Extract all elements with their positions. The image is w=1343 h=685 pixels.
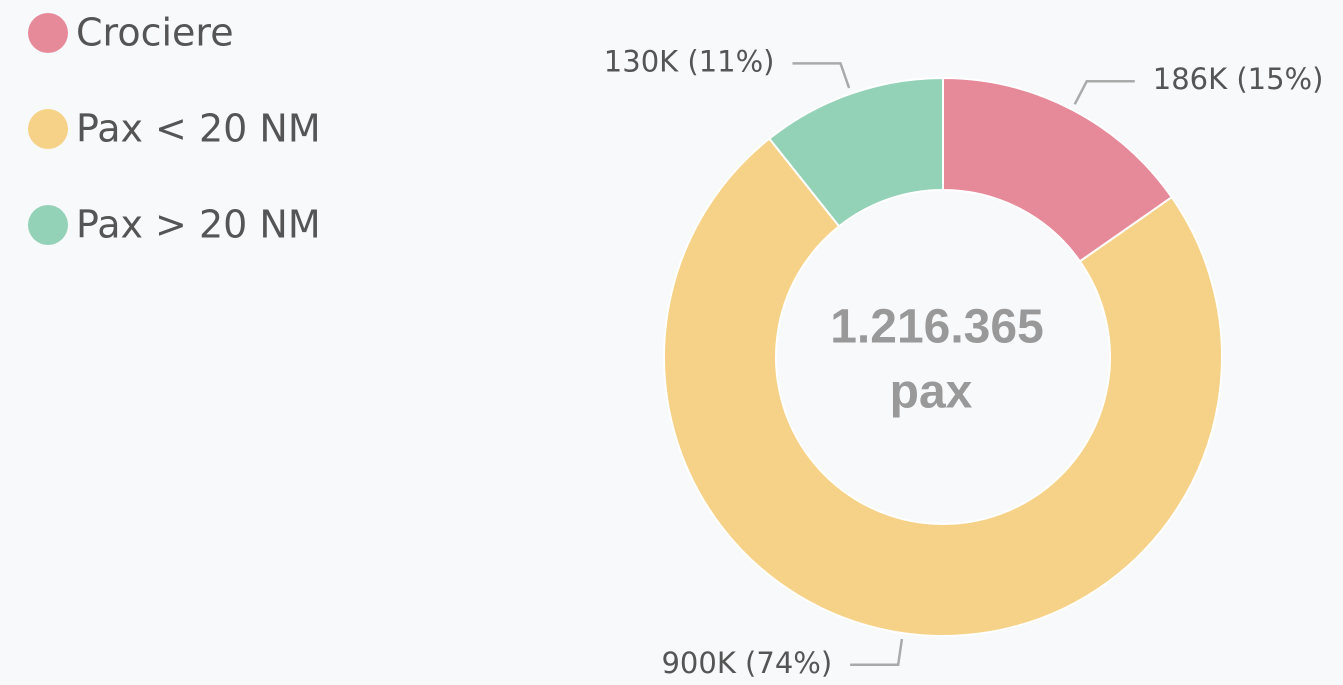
center-total: 1.216.365 bbox=[830, 301, 1044, 354]
leader-line bbox=[1073, 79, 1135, 105]
legend-swatch bbox=[28, 109, 68, 149]
leader-line bbox=[850, 638, 904, 667]
leader-line bbox=[792, 62, 851, 89]
legend-swatch bbox=[28, 13, 68, 53]
legend-swatch bbox=[28, 205, 68, 245]
legend-label: Pax > 20 NM bbox=[76, 203, 321, 247]
center-unit: pax bbox=[890, 366, 973, 419]
donut-slice bbox=[942, 76, 1174, 263]
donut-slice bbox=[767, 76, 944, 228]
data-label: 900K (74%) bbox=[661, 646, 832, 680]
legend-label: Pax < 20 NM bbox=[76, 107, 321, 151]
data-label: 186K (15%) bbox=[1153, 62, 1324, 96]
donut-slice bbox=[663, 137, 1223, 637]
legend-label: Crociere bbox=[76, 11, 234, 55]
data-label: 130K (11%) bbox=[604, 44, 775, 78]
